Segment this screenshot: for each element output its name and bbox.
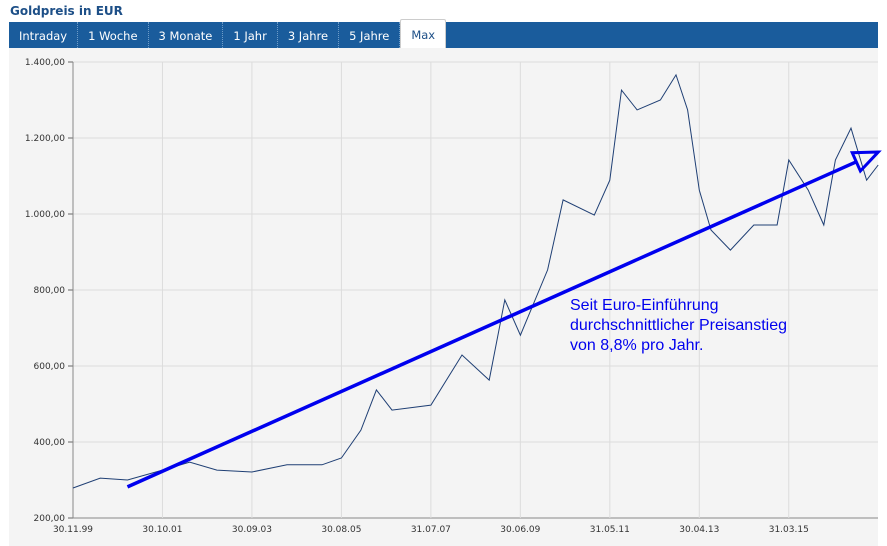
y-tick-label: 400,00 [34,438,66,448]
trend-arrow-head [849,150,882,174]
y-tick-label: 1.000,00 [25,210,65,220]
x-tick-label: 30.09.03 [232,525,272,535]
range-tabs: Intraday 1 Woche 3 Monate 1 Jahr 3 Jahre… [9,19,878,48]
y-tick-label: 600,00 [34,362,66,372]
x-tick-label: 30.04.13 [679,525,719,535]
x-tick-label: 30.08.05 [321,525,361,535]
x-tick-label: 31.07.07 [411,525,451,535]
tab-intraday[interactable]: Intraday [9,22,79,48]
x-tick-label: 30.11.99 [53,525,93,535]
tab-3-jahre[interactable]: 3 Jahre [278,22,340,48]
y-tick-label: 1.200,00 [25,134,65,144]
y-tick-label: 1.400,00 [25,58,65,68]
y-tick-label: 800,00 [34,286,66,296]
x-tick-label: 31.05.11 [590,525,630,535]
chart-panel [9,48,878,546]
trend-arrow-line [126,160,858,489]
tab-1-woche[interactable]: 1 Woche [78,22,149,48]
tab-max[interactable]: Max [400,19,447,48]
annotation-text: Seit Euro-Einführung durchschnittlicher … [570,297,787,354]
chart-title: Goldpreis in EUR [10,4,123,18]
tab-1-jahr[interactable]: 1 Jahr [223,22,278,48]
x-tick-label: 31.03.15 [769,525,809,535]
tab-5-jahre[interactable]: 5 Jahre [339,22,401,48]
price-line [72,73,879,489]
tab-3-monate[interactable]: 3 Monate [149,22,224,48]
x-tick-label: 30.06.09 [500,525,540,535]
y-tick-label: 200,00 [34,514,66,524]
x-tick-label: 30.10.01 [142,525,182,535]
